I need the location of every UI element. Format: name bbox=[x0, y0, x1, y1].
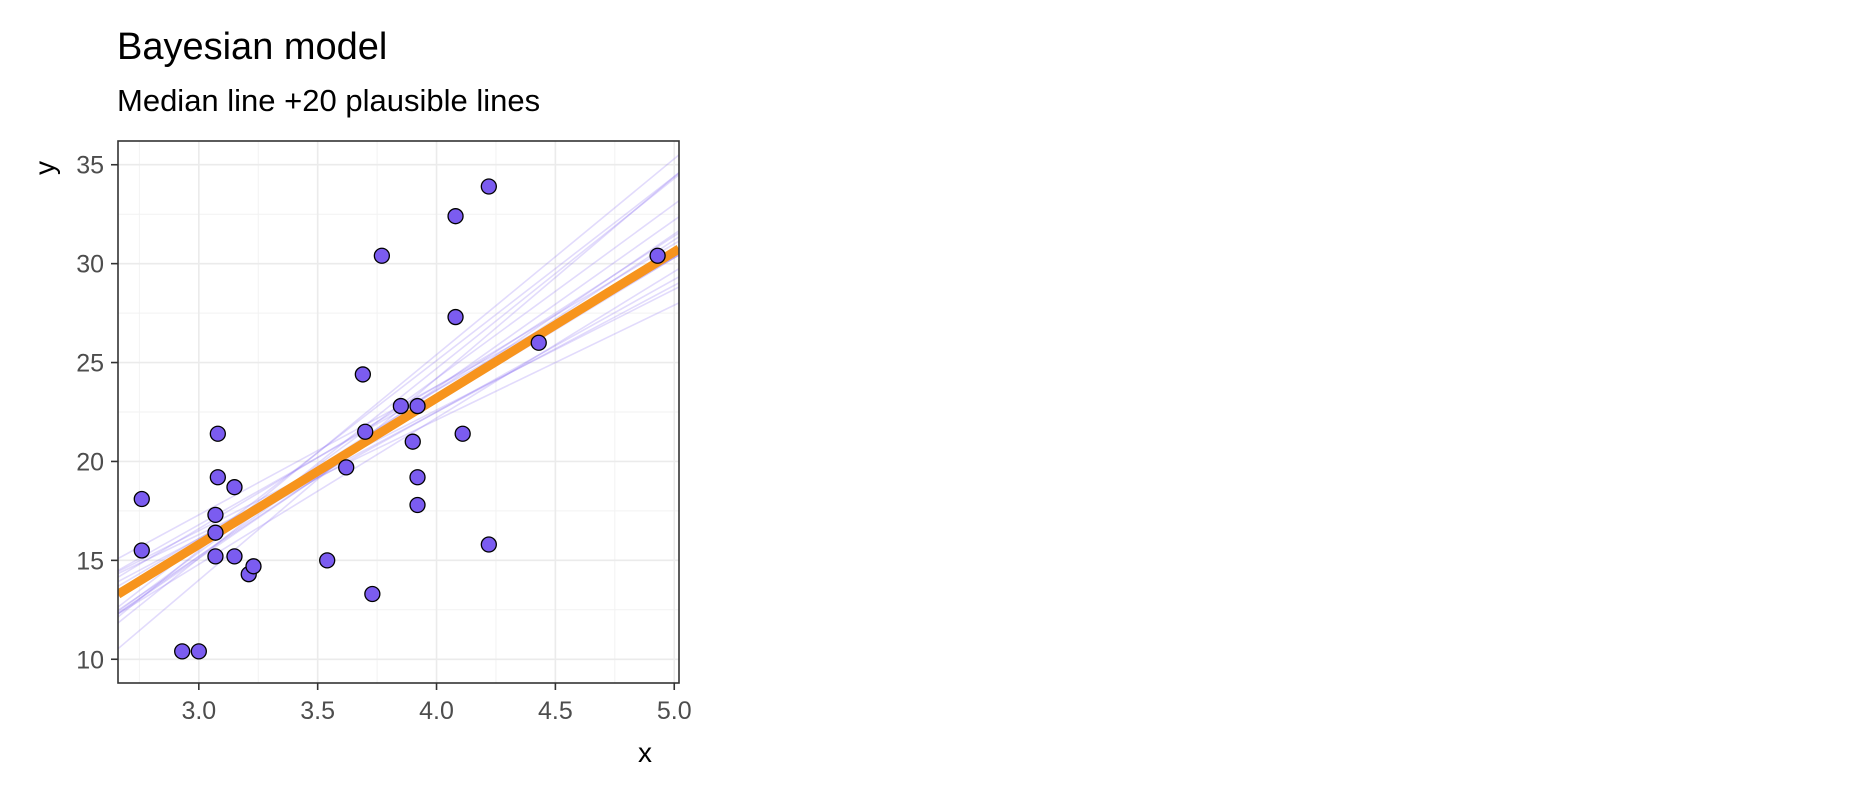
data-point bbox=[373, 247, 391, 264]
data-point bbox=[226, 548, 243, 565]
data-point bbox=[133, 490, 150, 508]
data-point bbox=[133, 542, 150, 559]
y-axis-label: y bbox=[29, 161, 60, 175]
data-point bbox=[649, 247, 666, 264]
data-point bbox=[480, 536, 497, 553]
x-tick-label: 5.0 bbox=[657, 697, 692, 725]
data-point bbox=[409, 397, 426, 415]
data-point bbox=[454, 425, 471, 442]
y-tick-label: 15 bbox=[76, 547, 104, 575]
data-point bbox=[209, 469, 226, 486]
data-point bbox=[226, 479, 243, 496]
y-tick-label: 25 bbox=[76, 350, 104, 378]
y-tick-label: 30 bbox=[76, 251, 104, 279]
data-point bbox=[364, 585, 381, 603]
data-point bbox=[190, 643, 207, 660]
grid-major bbox=[118, 141, 679, 683]
data-point bbox=[207, 506, 224, 524]
data-point bbox=[245, 558, 262, 575]
data-point bbox=[480, 178, 497, 195]
grid-minor bbox=[118, 141, 679, 683]
data-point bbox=[174, 643, 191, 660]
y-tick-label: 10 bbox=[76, 646, 104, 674]
data-point bbox=[354, 366, 371, 383]
data-point bbox=[447, 208, 464, 225]
chart-title: Bayesian model bbox=[117, 26, 387, 68]
data-point bbox=[319, 552, 336, 569]
data-point bbox=[207, 524, 224, 541]
data-point bbox=[209, 425, 226, 442]
y-tick-label: 35 bbox=[76, 152, 104, 180]
data-point bbox=[409, 469, 426, 486]
x-tick-label: 3.0 bbox=[181, 697, 216, 725]
y-tick-label: 20 bbox=[76, 448, 104, 476]
x-tick-label: 3.5 bbox=[300, 697, 335, 725]
plausible-line bbox=[118, 216, 679, 615]
plot-panel-border bbox=[117, 140, 680, 684]
y-axis: 10 15 20 25 30 35 bbox=[76, 152, 118, 674]
data-point bbox=[447, 308, 464, 326]
plausible-line bbox=[118, 286, 679, 573]
data-point bbox=[392, 397, 410, 415]
data-point bbox=[357, 423, 374, 440]
x-axis: 3.0 3.5 4.0 4.5 5.0 bbox=[181, 683, 692, 725]
data-point bbox=[207, 548, 224, 565]
data-point bbox=[338, 459, 355, 476]
x-tick-label: 4.5 bbox=[538, 697, 573, 725]
data-points bbox=[133, 178, 666, 660]
chart-subtitle: Median line +20 plausible lines bbox=[117, 83, 540, 118]
data-point bbox=[409, 496, 426, 514]
data-point bbox=[404, 433, 421, 450]
x-tick-label: 4.0 bbox=[419, 697, 454, 725]
data-point bbox=[530, 334, 547, 351]
x-axis-label: x bbox=[638, 737, 652, 768]
